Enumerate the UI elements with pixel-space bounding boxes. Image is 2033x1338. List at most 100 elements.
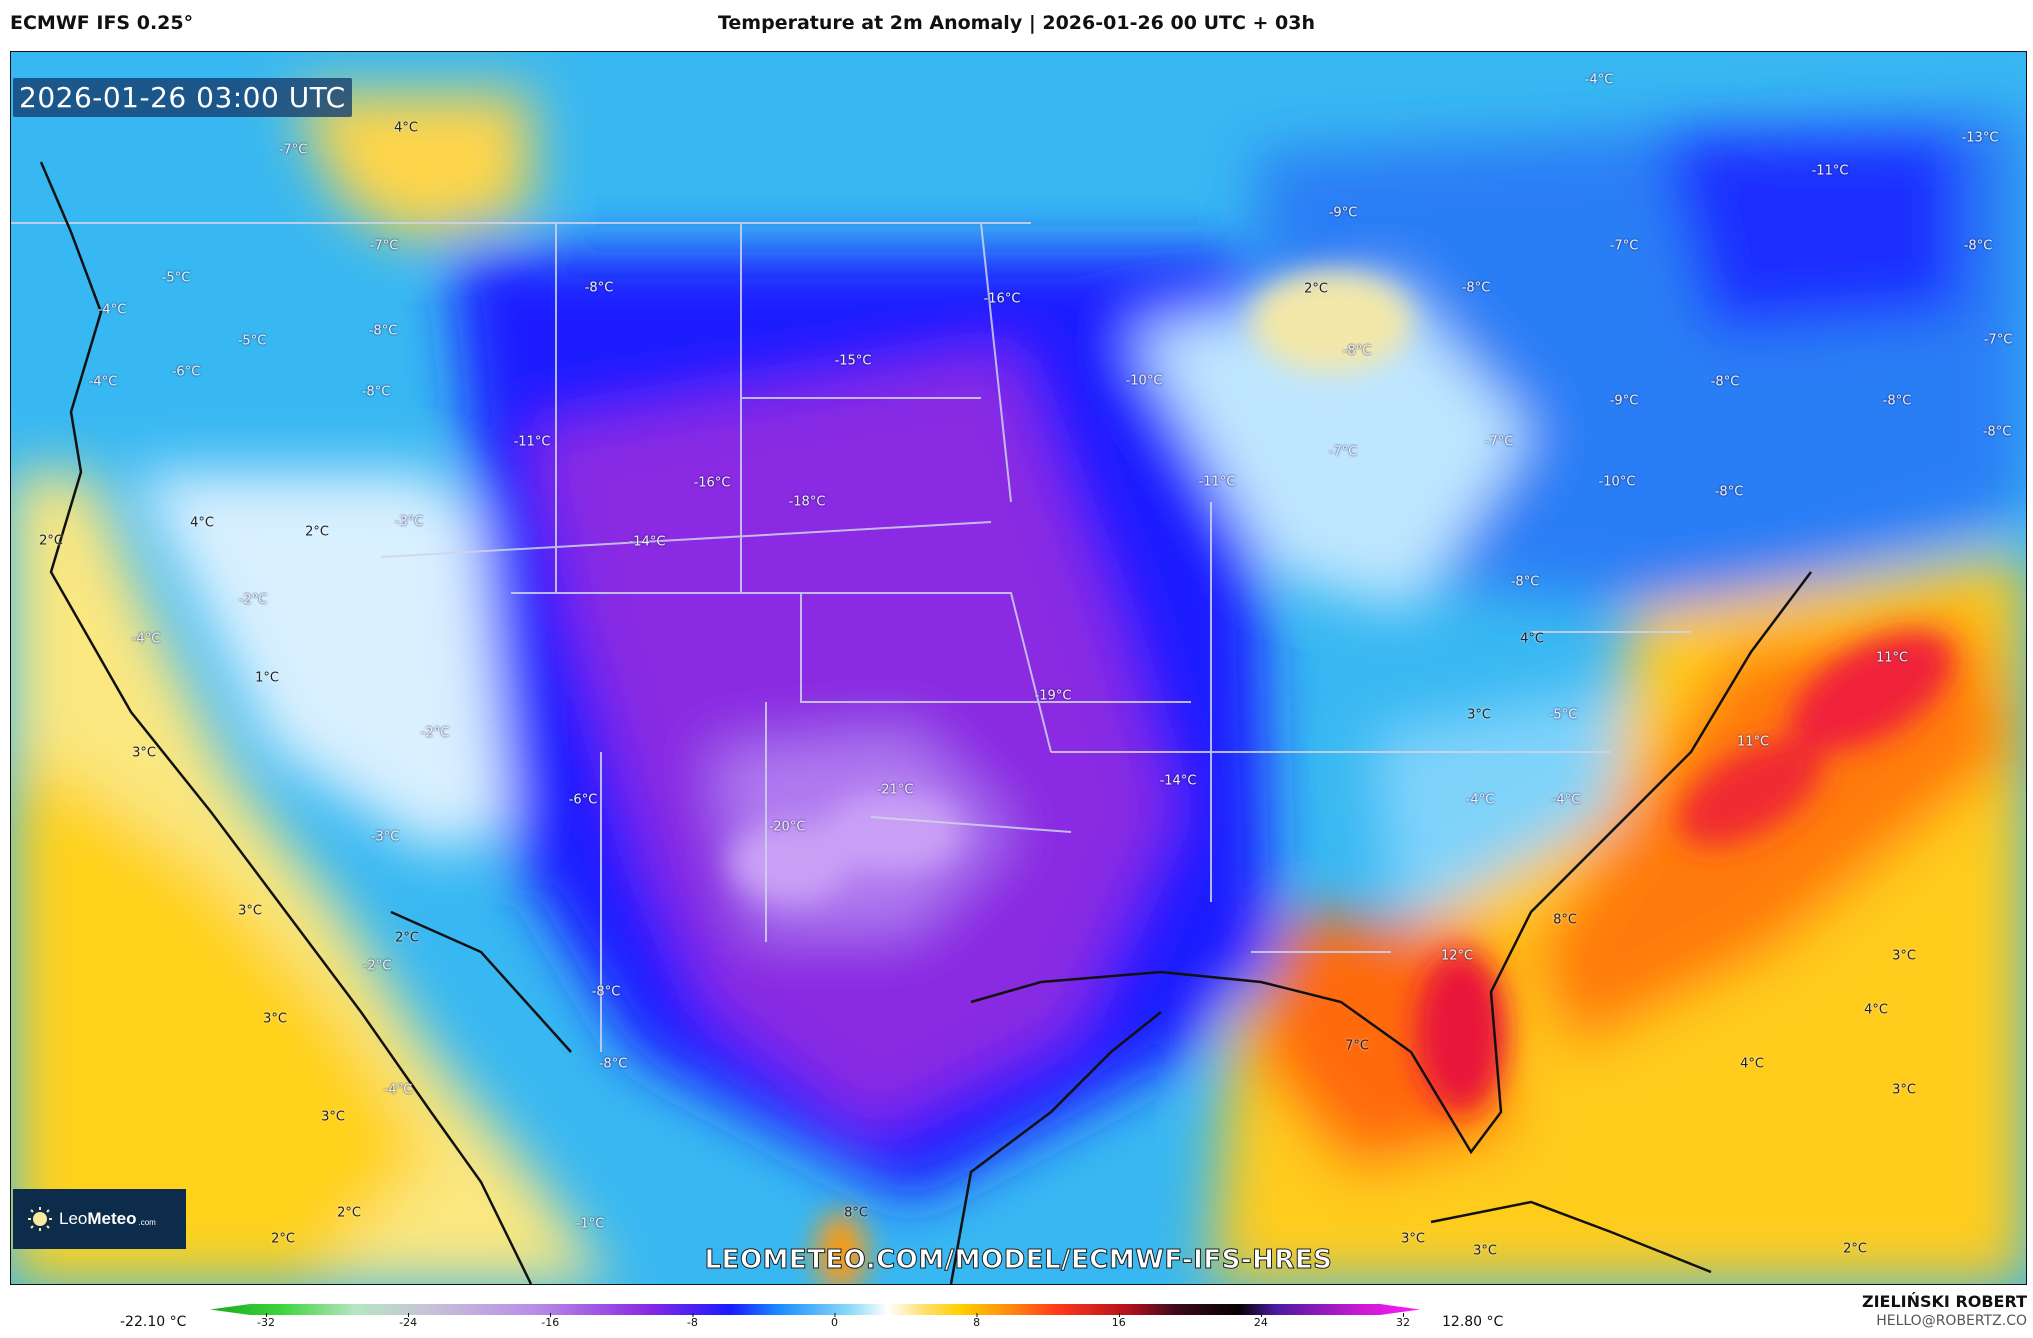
colorbar-tick: -8	[686, 1313, 698, 1329]
colorbar-tick: -24	[399, 1313, 418, 1329]
temperature-label: -8°C	[368, 323, 398, 339]
colorbar-tick: 16	[1111, 1313, 1126, 1329]
colorbar-tick: 24	[1253, 1313, 1268, 1329]
temperature-label: 3°C	[321, 1109, 345, 1125]
temperature-label: -16°C	[983, 291, 1021, 307]
temperature-label: 2°C	[39, 533, 63, 549]
temperature-label: -4°C	[131, 631, 161, 647]
temperature-label: 2°C	[1304, 281, 1328, 297]
temperature-label: 3°C	[1473, 1243, 1497, 1259]
temperature-label: 4°C	[394, 120, 418, 136]
temperature-label: -4°C	[1551, 792, 1581, 808]
temperature-label: 4°C	[1740, 1056, 1764, 1072]
temperature-label: -5°C	[237, 333, 267, 349]
temperature-label: 4°C	[1864, 1002, 1888, 1018]
temperature-label: -7°C	[278, 142, 308, 158]
temperature-label: -8°C	[1882, 393, 1912, 409]
temperature-label: -7°C	[369, 238, 399, 254]
temperature-label: 3°C	[1401, 1231, 1425, 1247]
temperature-label: 4°C	[190, 515, 214, 531]
temperature-label: -8°C	[598, 1056, 628, 1072]
chart-title: Temperature at 2m Anomaly | 2026-01-26 0…	[717, 12, 1316, 34]
colorbar-max-label: 12.80 °C	[1442, 1314, 1504, 1330]
temperature-label: -8°C	[591, 984, 621, 1000]
temperature-label: -1°C	[575, 1216, 605, 1232]
temperature-label: 3°C	[132, 745, 156, 761]
temperature-label: -10°C	[1598, 474, 1636, 490]
temperature-label: -5°C	[161, 270, 191, 286]
temperature-label: -6°C	[171, 364, 201, 380]
colorbar-tick: -32	[257, 1313, 275, 1329]
temperature-label: -4°C	[1465, 792, 1495, 808]
temperature-label: 8°C	[1553, 912, 1577, 928]
temperature-label: -4°C	[383, 1082, 413, 1098]
colorbar: -22.10 °C	[0, 1300, 2033, 1338]
temperature-label: -15°C	[834, 353, 872, 369]
map-field	[11, 52, 2026, 1284]
temperature-label: -11°C	[1811, 163, 1849, 179]
model-name: ECMWF IFS 0.25°	[10, 12, 194, 34]
author-credit: ZIELIŃSKI ROBERT HELLO@ROBERTZ.CO	[1862, 1292, 2027, 1329]
logo-text-meteo: Meteo	[87, 1209, 137, 1228]
temperature-label: -7°C	[1983, 332, 2013, 348]
temperature-label: -2°C	[420, 725, 450, 741]
temperature-label: -7°C	[1609, 238, 1639, 254]
temperature-label: -14°C	[628, 534, 666, 550]
colorbar-min-label: -22.10 °C	[120, 1314, 187, 1330]
temperature-label: 2°C	[395, 930, 419, 946]
temperature-label: 3°C	[1467, 707, 1491, 723]
temperature-label: 12°C	[1440, 948, 1474, 964]
temperature-label: -4°C	[88, 374, 118, 390]
temperature-label: -8°C	[1510, 574, 1540, 590]
temperature-label: -19°C	[1034, 688, 1072, 704]
temperature-label: 11°C	[1736, 734, 1770, 750]
colorbar-tick: -16	[541, 1313, 560, 1329]
temperature-label: -9°C	[1609, 393, 1639, 409]
temperature-label: -5°C	[1548, 707, 1578, 723]
temperature-label: -8°C	[1710, 374, 1740, 390]
temperature-label: -16°C	[693, 475, 731, 491]
colorbar-tick: 32	[1396, 1313, 1410, 1329]
temperature-label: -10°C	[1125, 373, 1163, 389]
temperature-label: 3°C	[1892, 948, 1916, 964]
temperature-label: 11°C	[1875, 650, 1909, 666]
author-name: ZIELIŃSKI ROBERT	[1861, 1292, 2027, 1311]
logo-text-com: .com	[138, 1217, 156, 1227]
temperature-label: -11°C	[513, 434, 551, 450]
temperature-label: -8°C	[361, 384, 391, 400]
temperature-label: -11°C	[1198, 474, 1236, 490]
temperature-label: 4°C	[1520, 631, 1544, 647]
temperature-label: -9°C	[1328, 205, 1358, 221]
temperature-label: -7°C	[1328, 444, 1358, 460]
leometeo-logo[interactable]: Leo Meteo .com	[13, 1189, 186, 1249]
temperature-label: 1°C	[255, 670, 279, 686]
colorbar-tick: 0	[831, 1313, 838, 1329]
temperature-label: 3°C	[1892, 1082, 1916, 1098]
temperature-label: -7°C	[1484, 434, 1514, 450]
temperature-label: 2°C	[1843, 1241, 1867, 1257]
temperature-label: -8°C	[1963, 238, 1993, 254]
temperature-label: -20°C	[768, 819, 806, 835]
temperature-label: -13°C	[1961, 130, 1999, 146]
valid-time-badge: 2026-01-26 03:00 UTC	[13, 78, 352, 117]
temperature-label: -14°C	[1159, 773, 1197, 789]
anomaly-map[interactable]: 2026-01-26 03:00 UTC 4°C -7°C -7°C -5°C -4°C…	[10, 51, 2027, 1285]
temperature-label: 2°C	[305, 524, 329, 540]
temperature-label: -8°C	[584, 280, 614, 296]
temperature-label: -6°C	[568, 792, 598, 808]
temperature-label: -18°C	[788, 494, 826, 510]
source-watermark: LEOMETEO.COM/MODEL/ECMWF-IFS-HRES	[704, 1245, 1333, 1276]
author-email[interactable]: HELLO@ROBERTZ.CO	[1876, 1313, 2027, 1329]
temperature-label: -3°C	[394, 514, 424, 530]
logo-text-leo: Leo	[59, 1209, 88, 1228]
temperature-label: 2°C	[271, 1231, 295, 1247]
temperature-label: 3°C	[238, 903, 262, 919]
colorbar-gradient	[210, 1304, 1420, 1315]
temperature-label: 7°C	[1345, 1038, 1369, 1054]
temperature-label: 3°C	[263, 1011, 287, 1027]
temperature-label: 2°C	[337, 1205, 361, 1221]
temperature-label: -8°C	[1982, 424, 2012, 440]
temperature-label: -8°C	[1461, 280, 1491, 296]
temperature-label: -4°C	[97, 302, 127, 318]
temperature-label: -2°C	[362, 958, 392, 974]
